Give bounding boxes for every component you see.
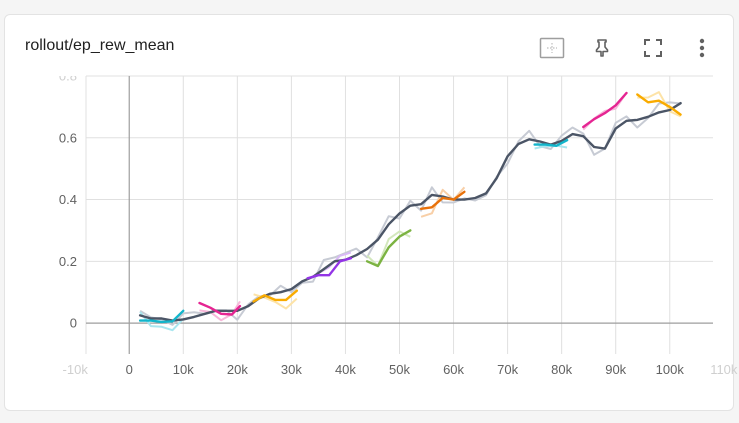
series-line-run_pink[interactable]: [582, 91, 628, 129]
y-tick-label: 0: [70, 316, 77, 331]
x-tick-label: -10k: [63, 362, 89, 377]
y-tick-label: 0.6: [59, 130, 77, 145]
raw-line-run_orange: [637, 91, 682, 118]
series-line-run_purple[interactable]: [306, 257, 353, 280]
series-line-run_pink[interactable]: [198, 301, 242, 316]
more-vert-icon: [699, 38, 705, 58]
x-tick-label: 30k: [281, 362, 302, 377]
x-tick-label: 10k: [173, 362, 194, 377]
x-tick-label: 50k: [389, 362, 410, 377]
x-tick-label: 90k: [605, 362, 626, 377]
x-tick-label: 80k: [551, 362, 572, 377]
pin-icon: [595, 39, 609, 57]
tick-labels: -10k 0 10k 20k 30k 40k 50k 60k 70k 80k 90k 100k 110k…: [40, 60, 738, 377]
series-line-run_deep_orange[interactable]: [419, 190, 466, 211]
axes: [86, 76, 713, 354]
x-tick-label: 20k: [227, 362, 248, 377]
y-tick-label: 0.2: [59, 254, 77, 269]
x-tick-label: 70k: [497, 362, 518, 377]
raw-series-layer: [139, 91, 682, 332]
raw-line-run_dark: [139, 101, 681, 326]
y-tick-label: 0.4: [59, 192, 77, 207]
fullscreen-button[interactable]: [639, 35, 667, 61]
series-line-run_orange[interactable]: [252, 289, 298, 303]
series-line-run_orange[interactable]: [636, 93, 682, 116]
chart-title: rollout/ep_rew_mean: [25, 37, 175, 54]
x-tick-label: 100k: [656, 362, 685, 377]
pin-button[interactable]: [588, 35, 616, 61]
fit-domain-button[interactable]: [538, 35, 566, 61]
series-line-run_dark[interactable]: [138, 101, 682, 322]
x-tick-label: 40k: [335, 362, 356, 377]
x-tick-label: 60k: [443, 362, 464, 377]
x-tick-label: 0: [126, 362, 133, 377]
smoothed-series-layer: [138, 91, 682, 324]
series-line-run_green[interactable]: [365, 229, 412, 268]
top-label-mask: [40, 60, 84, 76]
fullscreen-icon: [644, 39, 662, 57]
fit-domain-icon: [539, 37, 565, 59]
x-tick-label: 110k: [710, 362, 738, 377]
more-options-button[interactable]: [688, 35, 716, 61]
series-line-run_cyan[interactable]: [138, 309, 185, 324]
chart-card: rollout/ep_rew_mean: [4, 14, 734, 411]
series-line-run_cyan[interactable]: [533, 138, 569, 148]
